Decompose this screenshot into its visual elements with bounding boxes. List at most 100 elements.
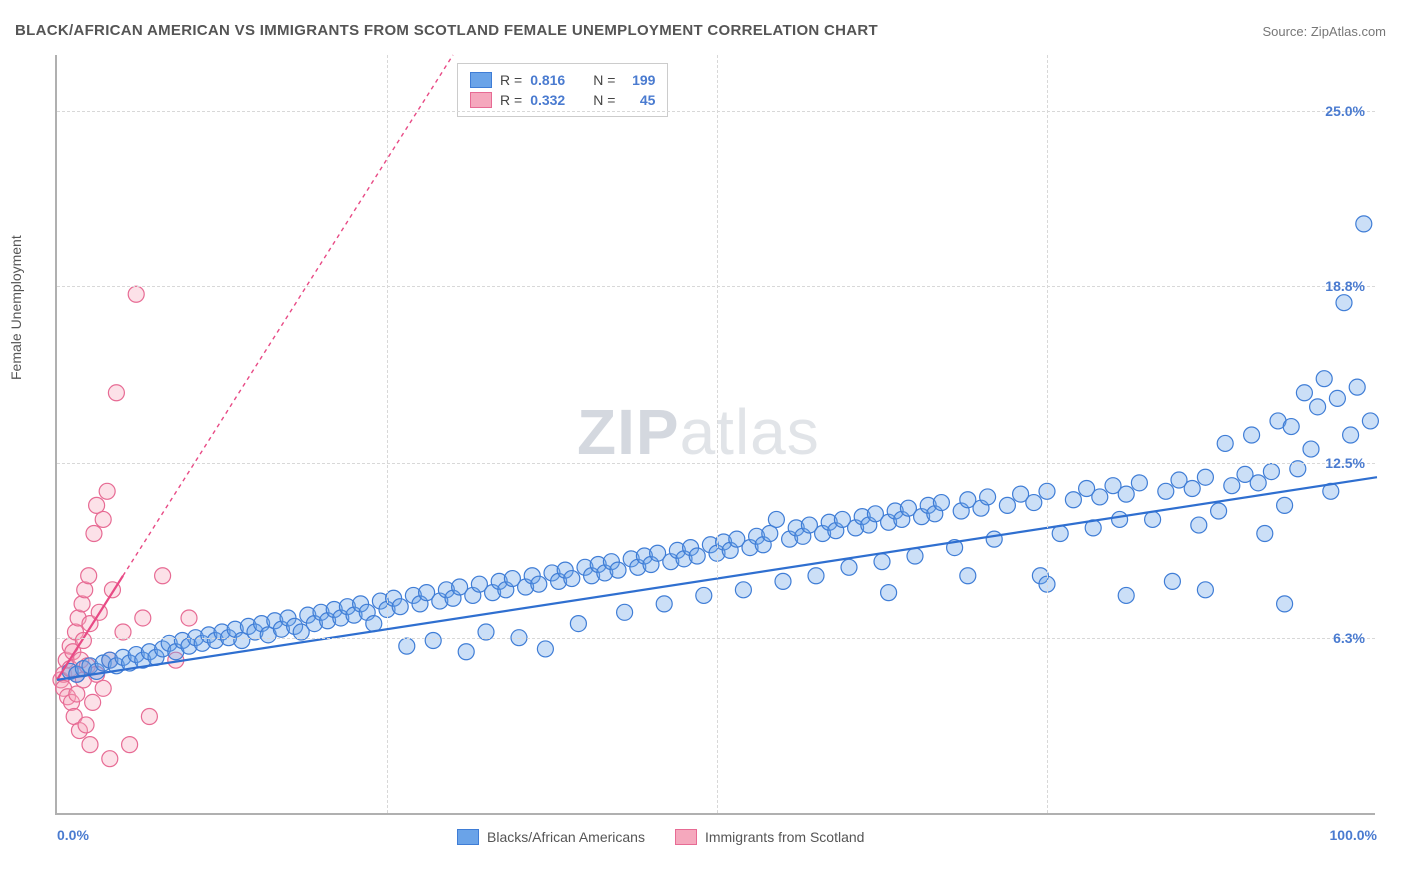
gridline-h <box>57 638 1375 639</box>
data-point <box>1356 216 1372 232</box>
data-point <box>1197 469 1213 485</box>
data-point <box>1158 483 1174 499</box>
data-point <box>1131 475 1147 491</box>
y-tick-label: 18.8% <box>1325 278 1365 294</box>
data-point <box>1184 480 1200 496</box>
legend-series-label: Immigrants from Scotland <box>705 829 865 845</box>
gridline-v <box>1047 55 1048 813</box>
data-point <box>181 610 197 626</box>
gridline-v <box>717 55 718 813</box>
data-point <box>122 737 138 753</box>
data-point <box>1277 596 1293 612</box>
data-point <box>874 554 890 570</box>
data-point <box>99 483 115 499</box>
gridline-h <box>57 463 1375 464</box>
source-label: Source: ZipAtlas.com <box>1262 24 1386 39</box>
data-point <box>1263 464 1279 480</box>
data-point <box>1250 475 1266 491</box>
data-point <box>1118 587 1134 603</box>
gridline-h <box>57 111 1375 112</box>
data-point <box>1145 511 1161 527</box>
data-point <box>1310 399 1326 415</box>
data-point <box>86 526 102 542</box>
data-point <box>85 694 101 710</box>
data-point <box>1277 497 1293 513</box>
data-point <box>81 568 97 584</box>
x-tick-label: 100.0% <box>1330 827 1377 843</box>
data-point <box>1336 295 1352 311</box>
legend-series-item: Blacks/African Americans <box>457 829 645 845</box>
data-point <box>564 571 580 587</box>
data-point <box>78 717 94 733</box>
legend-series: Blacks/African Americans Immigrants from … <box>457 829 864 845</box>
data-point <box>1197 582 1213 598</box>
data-point <box>1303 441 1319 457</box>
data-point <box>696 587 712 603</box>
data-point <box>1118 486 1134 502</box>
data-point <box>95 511 111 527</box>
data-point <box>1092 489 1108 505</box>
y-axis-label: Female Unemployment <box>8 235 24 380</box>
data-point <box>1217 435 1233 451</box>
data-point <box>808 568 824 584</box>
data-point <box>689 548 705 564</box>
data-point <box>1343 427 1359 443</box>
data-point <box>392 599 408 615</box>
legend-swatch <box>675 829 697 845</box>
data-point <box>1026 495 1042 511</box>
legend-swatch <box>457 829 479 845</box>
x-tick-label: 0.0% <box>57 827 89 843</box>
data-point <box>1329 390 1345 406</box>
data-point <box>907 548 923 564</box>
data-point <box>980 489 996 505</box>
data-point <box>366 616 382 632</box>
data-point <box>1349 379 1365 395</box>
scatter-plot <box>57 55 1375 813</box>
data-point <box>1296 385 1312 401</box>
data-point <box>1283 419 1299 435</box>
data-point <box>1257 526 1273 542</box>
data-point <box>95 680 111 696</box>
data-point <box>155 568 171 584</box>
data-point <box>82 737 98 753</box>
data-point <box>617 604 633 620</box>
data-point <box>960 568 976 584</box>
legend-series-item: Immigrants from Scotland <box>675 829 865 845</box>
series-scotland <box>53 286 197 766</box>
data-point <box>399 638 415 654</box>
data-point <box>1211 503 1227 519</box>
data-point <box>102 751 118 767</box>
data-point <box>141 708 157 724</box>
data-point <box>77 582 93 598</box>
data-point <box>1316 371 1332 387</box>
data-point <box>986 531 1002 547</box>
gridline-h <box>57 286 1375 287</box>
data-point <box>1244 427 1260 443</box>
data-point <box>135 610 151 626</box>
data-point <box>1191 517 1207 533</box>
data-point <box>768 511 784 527</box>
data-point <box>1164 573 1180 589</box>
data-point <box>425 632 441 648</box>
data-point <box>74 596 90 612</box>
data-point <box>1224 478 1240 494</box>
y-tick-label: 6.3% <box>1333 630 1365 646</box>
data-point <box>458 644 474 660</box>
data-point <box>570 616 586 632</box>
data-point <box>841 559 857 575</box>
data-point <box>1052 526 1068 542</box>
data-point <box>656 596 672 612</box>
data-point <box>999 497 1015 513</box>
data-point <box>128 286 144 302</box>
data-point <box>775 573 791 589</box>
gridline-v <box>387 55 388 813</box>
data-point <box>108 385 124 401</box>
data-point <box>1112 511 1128 527</box>
trend-line-dash-scotland <box>123 55 453 576</box>
data-point <box>531 576 547 592</box>
y-tick-label: 12.5% <box>1325 455 1365 471</box>
data-point <box>1362 413 1378 429</box>
data-point <box>1065 492 1081 508</box>
data-point <box>735 582 751 598</box>
data-point <box>537 641 553 657</box>
